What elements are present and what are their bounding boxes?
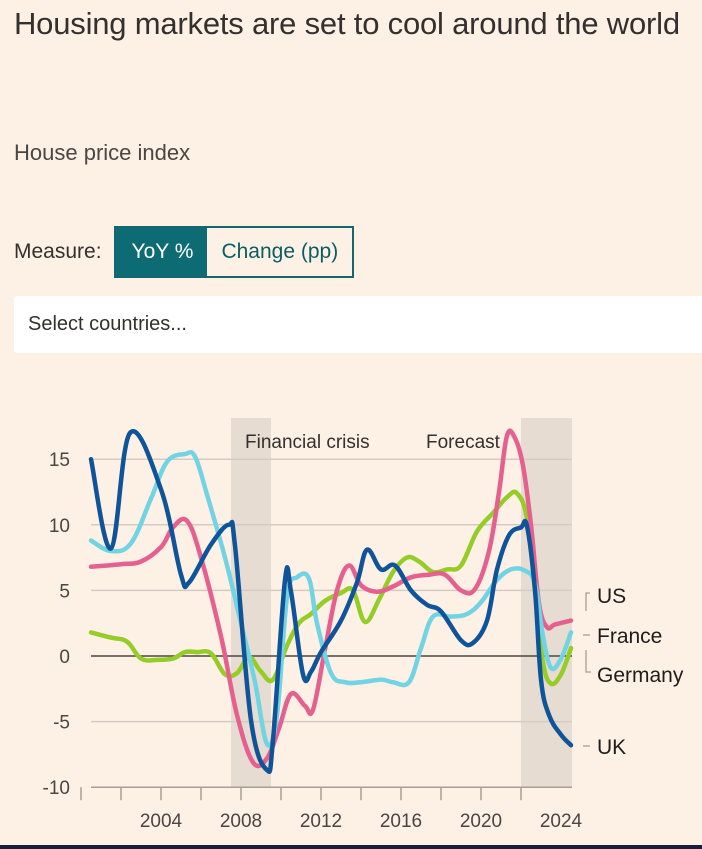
series-line-germany [88, 489, 574, 687]
y-axis: 15 10 5 0 -5 -10 [43, 450, 70, 799]
x-axis: 2004 2008 2012 2016 2020 2024 [80, 786, 583, 832]
y-tick-label: 15 [49, 450, 70, 471]
measure-toggle: YoY % Change (pp) [113, 226, 355, 278]
y-tick-label: 5 [59, 581, 70, 602]
end-label-france: France [597, 625, 662, 648]
annotations: Financial crisis Forecast [245, 432, 501, 453]
measure-label: Measure: [14, 240, 102, 263]
series-line-uk [88, 429, 574, 774]
shaded-region-forecast [521, 418, 572, 788]
x-tick-label: 2008 [220, 811, 262, 832]
measure-control: Measure: YoY % Change (pp) [14, 224, 355, 280]
y-tick-label: -10 [43, 778, 70, 799]
bottom-bar [0, 845, 702, 849]
shaded-regions [231, 418, 572, 788]
country-select[interactable]: Select countries... [14, 296, 702, 353]
chart-title: Housing markets are set to cool around t… [14, 6, 680, 41]
x-tick-label: 2020 [460, 811, 502, 832]
end-labels: US France Germany UK [583, 585, 684, 759]
us-connector [585, 592, 590, 611]
country-select-placeholder: Select countries... [28, 313, 187, 335]
x-tick-label: 2004 [140, 811, 183, 832]
x-tick-label: 2016 [380, 811, 422, 832]
x-tick-label: 2024 [540, 811, 583, 832]
line-chart: 15 10 5 0 -5 -10 2004 2008 2012 2016 2020 2024 Fin… [43, 418, 684, 832]
end-label-germany: Germany [597, 664, 684, 687]
annotation-financial-crisis: Financial crisis [245, 432, 370, 453]
series-lines [88, 428, 574, 774]
chart-subtitle: House price index [14, 140, 191, 165]
end-label-us: US [597, 585, 626, 608]
x-tick-label: 2012 [300, 811, 342, 832]
y-tick-label: 0 [59, 647, 70, 668]
y-tick-label: -5 [53, 713, 70, 734]
yoy-percent-button[interactable]: YoY % [115, 228, 208, 276]
y-tick-label: 10 [49, 516, 70, 537]
end-label-uk: UK [597, 736, 626, 759]
change-pp-button[interactable]: Change (pp) [207, 228, 353, 276]
germany-connector [585, 650, 591, 673]
annotation-forecast: Forecast [426, 432, 501, 453]
series-line-france [88, 449, 574, 748]
